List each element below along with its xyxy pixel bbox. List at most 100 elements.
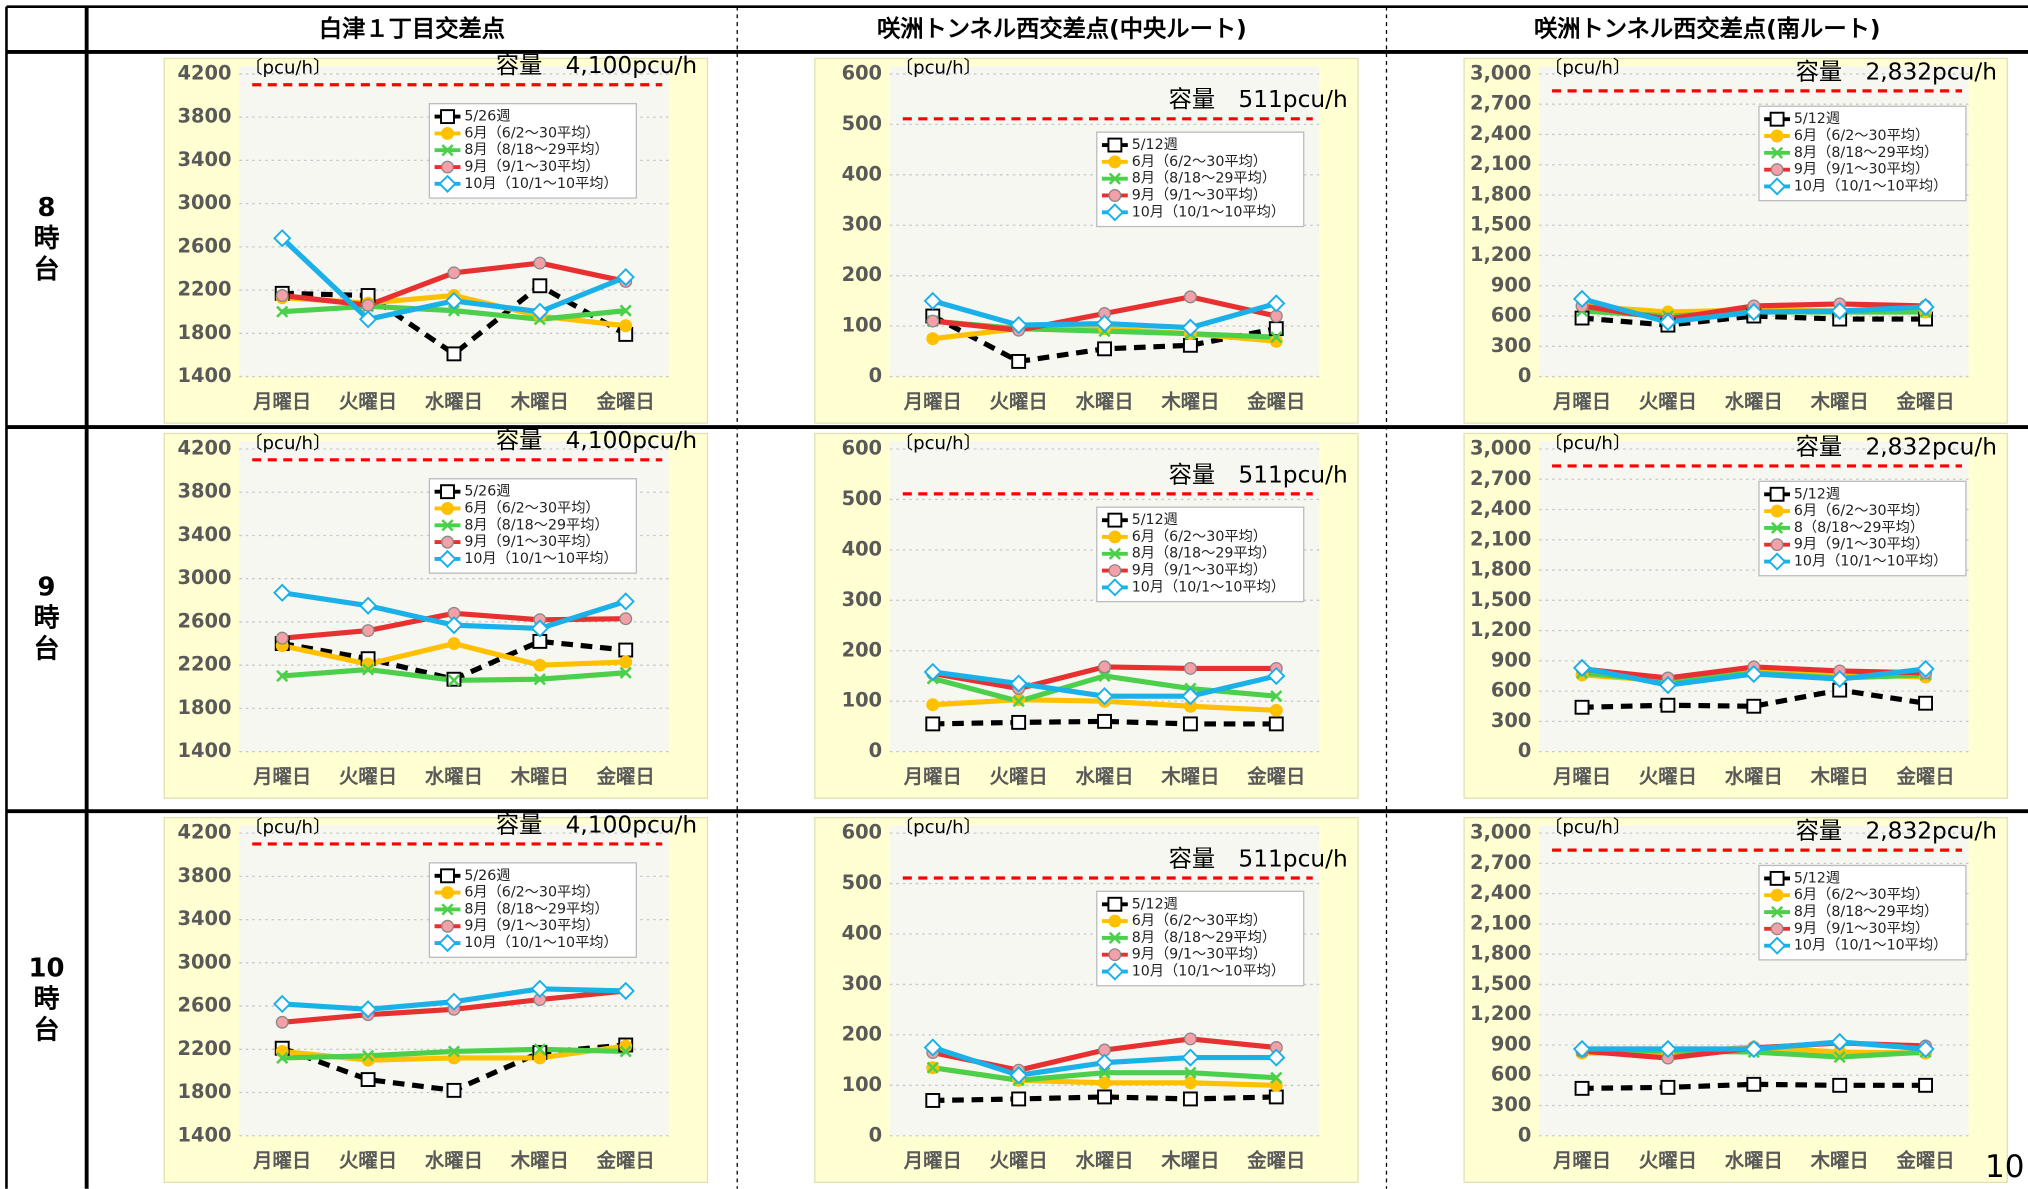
legend-label: 9月（9/1～30平均）	[464, 533, 599, 550]
x-tick-label: 金曜日	[1895, 390, 1954, 413]
legend-label: 5/26週	[464, 867, 510, 884]
marker	[444, 616, 464, 635]
legend-label: 8月（8/18～29平均）	[464, 141, 608, 158]
marker	[925, 1093, 941, 1108]
marker	[619, 1045, 632, 1058]
marker	[276, 669, 289, 683]
y-tick-label: 100	[842, 689, 882, 712]
marker	[446, 346, 462, 362]
legend-label: 10月（10/1～10平均）	[1132, 578, 1285, 595]
y-tick-label: 1400	[178, 1123, 232, 1146]
legend-marker	[1107, 512, 1123, 528]
legend-box	[1758, 864, 1967, 961]
y-axis-label: 〔pcu/h〕	[1544, 433, 1631, 454]
legend-label: 10月（10/1～10平均）	[1794, 553, 1947, 570]
marker	[1009, 674, 1028, 693]
legend-box	[1096, 890, 1305, 987]
x-tick-label: 金曜日	[1895, 1149, 1954, 1172]
x-tick-label: 金曜日	[596, 765, 655, 788]
x-tick-label: 月曜日	[903, 1149, 962, 1172]
y-tick-label: 2,100	[1470, 911, 1531, 934]
x-tick-label: 木曜日	[510, 765, 569, 788]
legend-marker	[1770, 521, 1784, 534]
marker	[1270, 331, 1283, 344]
y-tick-label: 2,400	[1470, 497, 1531, 520]
marker	[923, 1038, 942, 1057]
y-tick-label: 0	[869, 1123, 883, 1146]
x-tick-label: 金曜日	[1246, 390, 1305, 413]
legend-marker	[438, 174, 457, 193]
legend-box	[1096, 506, 1305, 603]
legend-label: 9月（9/1～30平均）	[1132, 186, 1267, 203]
marker	[619, 612, 633, 626]
y-tick-label: 0	[1518, 364, 1532, 387]
y-tick-label: 600	[1491, 304, 1531, 327]
legend-label: 8（8/18～29平均）	[1794, 519, 1924, 536]
marker	[276, 305, 289, 318]
y-tick-label: 1800	[178, 1080, 232, 1103]
marker	[447, 637, 461, 651]
legend-box	[428, 478, 637, 574]
marker	[1009, 315, 1028, 335]
y-axis-label: 〔pcu/h〕	[244, 433, 331, 454]
marker	[447, 1045, 461, 1058]
legend-label: 6月（6/2～30平均）	[464, 884, 599, 901]
marker	[1830, 1032, 1849, 1052]
legend-label: 10月（10/1～10平均）	[1132, 203, 1285, 220]
y-tick-label: 200	[842, 263, 882, 286]
marker	[530, 619, 549, 638]
x-tick-label: 水曜日	[1075, 390, 1133, 413]
marker	[1267, 666, 1286, 686]
marker	[276, 1051, 289, 1065]
y-tick-label: 500	[842, 487, 882, 510]
legend-box	[1096, 131, 1305, 228]
y-tick-label: 300	[842, 213, 882, 236]
x-tick-label: 水曜日	[1725, 390, 1783, 413]
marker	[923, 662, 942, 682]
x-tick-label: 木曜日	[1160, 390, 1219, 413]
marker	[1097, 341, 1112, 357]
legend-label: 5/12週	[1132, 511, 1178, 528]
marker	[616, 267, 635, 287]
marker	[1181, 687, 1200, 706]
legend-marker	[1108, 914, 1122, 928]
marker	[1660, 697, 1676, 713]
y-tick-label: 600	[842, 436, 882, 459]
y-tick-label: 100	[842, 314, 882, 337]
y-tick-label: 300	[1491, 334, 1531, 357]
legend-marker	[441, 919, 454, 933]
y-tick-label: 2200	[178, 278, 232, 301]
y-tick-label: 200	[842, 1022, 882, 1045]
marker	[1744, 302, 1763, 322]
marker	[1183, 1032, 1197, 1046]
x-tick-label: 火曜日	[990, 1149, 1048, 1172]
marker	[1012, 695, 1025, 708]
legend-marker	[1108, 931, 1121, 944]
legend-marker	[1770, 129, 1784, 143]
marker	[1009, 1066, 1028, 1085]
y-tick-label: 3800	[178, 105, 232, 128]
y-tick-label: 4200	[178, 436, 232, 459]
legend-label: 6月（6/2～30平均）	[1794, 502, 1929, 519]
marker	[1270, 1071, 1283, 1084]
y-tick-label: 2200	[178, 1037, 232, 1060]
y-tick-label: 2600	[178, 234, 232, 257]
marker	[1182, 716, 1198, 732]
marker	[1572, 658, 1592, 678]
legend-label: 8月（8/18～29平均）	[1132, 170, 1276, 187]
legend-marker	[1107, 137, 1123, 153]
x-tick-label: 水曜日	[1725, 765, 1783, 788]
y-tick-label: 4200	[178, 61, 232, 84]
marker	[1098, 660, 1112, 674]
x-tick-label: 金曜日	[1246, 765, 1305, 788]
column-header: 白津１丁目交差点	[319, 15, 505, 42]
marker	[1268, 1089, 1284, 1105]
legend-marker	[441, 144, 454, 157]
legend-marker	[1770, 888, 1784, 902]
y-tick-label: 2600	[178, 609, 232, 632]
legend-marker	[441, 160, 454, 174]
y-tick-label: 600	[1491, 679, 1531, 702]
marker	[926, 314, 940, 328]
marker	[1183, 290, 1197, 304]
legend-marker	[1770, 146, 1784, 159]
